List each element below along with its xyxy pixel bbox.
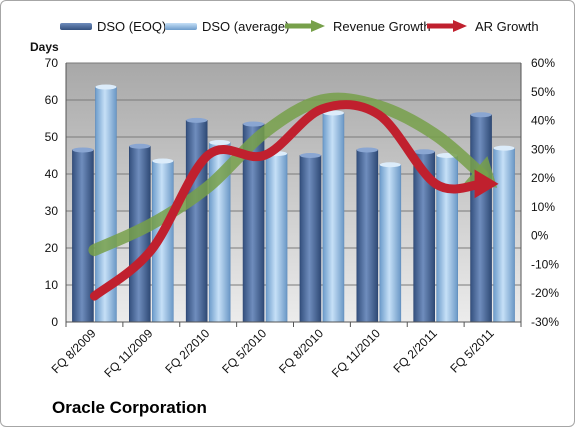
y-axis-title: Days (30, 40, 59, 54)
y2-tick-label: 0% (531, 229, 549, 243)
y-tick-label: 10 (45, 278, 59, 292)
legend-label-dso-average: DSO (average) (202, 18, 290, 34)
bar-cap-dso-average-1 (152, 158, 174, 164)
x-tick-label: FQ 11/2010 (329, 326, 383, 380)
legend-arrow-icon-green (285, 20, 325, 32)
y-tick-label: 70 (45, 56, 59, 70)
bar-cap-dso-eoq-6 (413, 149, 435, 155)
legend-item-dso-eoq: DSO (EOQ) (60, 15, 166, 37)
legend-label-ar-growth: AR Growth (475, 18, 539, 34)
y-tick-label: 50 (45, 130, 59, 144)
line-ar-growth (89, 100, 487, 301)
bar-cap-dso-eoq-0 (72, 147, 94, 153)
bar-cap-dso-eoq-3 (243, 121, 265, 127)
legend: DSO (EOQ) DSO (average) Revenue Growth A… (0, 15, 575, 37)
bar-dso-average-7 (493, 147, 515, 323)
bar-dso-average-5 (379, 164, 402, 323)
legend-arrow-icon-red (427, 20, 467, 32)
y2-tick-label: -10% (531, 257, 559, 271)
bar-cap-dso-average-5 (379, 162, 401, 168)
y2-tick-label: 60% (531, 56, 555, 70)
legend-label-revenue-growth: Revenue Growth (333, 18, 431, 34)
bar-cap-dso-average-7 (493, 145, 515, 151)
legend-label-dso-eoq: DSO (EOQ) (97, 18, 167, 34)
bar-dso-eoq-7 (470, 114, 492, 323)
y2-tick-label: 50% (531, 85, 555, 99)
bar-dso-eoq-2 (185, 120, 208, 323)
y2-tick-label: -20% (531, 286, 559, 300)
y-tick-label: 0 (51, 315, 58, 329)
bar-dso-average-3 (265, 153, 288, 323)
x-tick-label: FQ 5/2011 (447, 326, 497, 376)
y2-tick-label: 20% (531, 171, 555, 185)
y2-tick-label: -30% (531, 315, 559, 329)
legend-swatch-dso-average (165, 22, 197, 30)
x-tick-label: FQ 2/2010 (162, 326, 212, 376)
y-tick-label: 30 (45, 204, 59, 218)
y2-tick-label: 30% (531, 142, 555, 156)
y-tick-label: 60 (45, 93, 59, 107)
bar-dso-average-4 (322, 112, 345, 323)
legend-item-dso-average: DSO (average) (165, 15, 289, 37)
bar-cap-dso-eoq-1 (129, 143, 151, 149)
y-tick-label: 40 (45, 167, 59, 181)
x-tick-label: FQ 8/2010 (276, 326, 326, 376)
x-tick-label: FQ 8/2009 (49, 326, 99, 376)
line-revenue-growth (88, 92, 489, 257)
bar-cap-dso-average-0 (95, 84, 117, 90)
bar-dso-average-6 (436, 155, 458, 323)
y-tick-label: 20 (45, 241, 59, 255)
legend-swatch-dso-eoq (60, 22, 92, 30)
legend-item-ar-growth: AR Growth (425, 15, 539, 37)
y2-tick-label: 40% (531, 114, 555, 128)
bar-cap-dso-eoq-2 (186, 117, 208, 123)
bar-cap-dso-eoq-7 (470, 112, 492, 118)
x-tick-label: FQ 5/2010 (219, 326, 269, 376)
x-tick-label: FQ 2/2011 (390, 326, 440, 376)
arrowhead-ar-growth (474, 169, 499, 199)
bar-dso-eoq-5 (356, 149, 379, 323)
bar-cap-dso-eoq-4 (299, 153, 321, 158)
bar-cap-dso-average-2 (209, 140, 231, 146)
legend-item-revenue-growth: Revenue Growth (283, 15, 431, 37)
x-tick-label: FQ 11/2009 (101, 326, 155, 380)
bar-dso-eoq-4 (299, 155, 322, 323)
y2-tick-label: 10% (531, 200, 555, 214)
bar-cap-dso-eoq-5 (356, 147, 378, 153)
chart-title: Oracle Corporation (52, 398, 207, 417)
